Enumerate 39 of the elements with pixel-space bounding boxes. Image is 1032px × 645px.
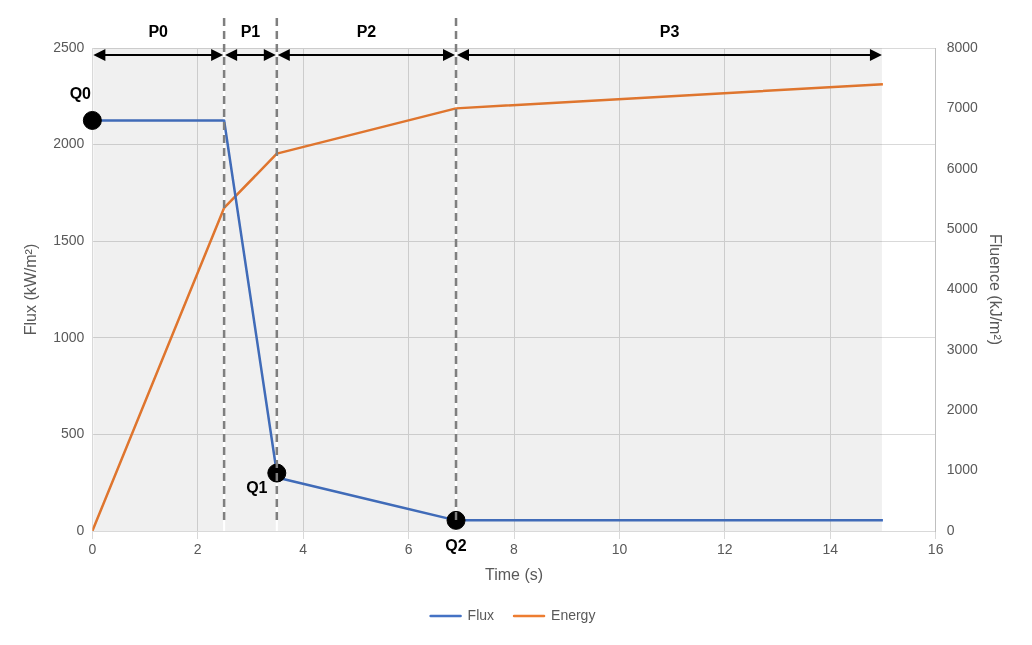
- legend-label: Energy: [551, 606, 596, 623]
- point: [446, 510, 466, 530]
- x-tick-label: 12: [717, 541, 733, 558]
- y2-axis-title: Fluence (kJ/m²): [986, 233, 1004, 346]
- annotation: Q0: [69, 84, 92, 102]
- y2-tick-label: 1000: [946, 461, 979, 478]
- band-label: P0: [148, 23, 169, 41]
- x-tick-label: 4: [299, 541, 308, 558]
- x-tick-label: 14: [822, 541, 839, 558]
- legend-label: Flux: [467, 606, 495, 623]
- x-tick-label: 16: [927, 541, 944, 558]
- y2-tick-label: 3000: [946, 340, 979, 357]
- y-tick-label: 500: [60, 425, 85, 442]
- x-tick-label: 2: [193, 541, 202, 558]
- y-tick-label: 1500: [53, 232, 85, 249]
- x-tick-label: 0: [88, 541, 97, 558]
- band-label: P1: [240, 23, 261, 41]
- y2-tick-label: 7000: [946, 99, 979, 116]
- point: [82, 110, 102, 130]
- y-tick-label: 0: [76, 521, 85, 538]
- x-tick-label: 10: [611, 541, 628, 558]
- band-label: P2: [356, 23, 377, 41]
- x-tick-label: 6: [404, 541, 413, 558]
- y2-tick-label: 5000: [946, 219, 979, 236]
- x-axis-title: Time (s): [484, 565, 544, 583]
- y2-tick-label: 0: [946, 521, 955, 538]
- y2-tick-label: 2000: [946, 401, 979, 418]
- y2-tick-label: 4000: [946, 280, 979, 297]
- point: [267, 463, 287, 483]
- y2-tick-label: 8000: [946, 38, 979, 55]
- y-tick-label: 2000: [53, 135, 85, 152]
- band-label: P3: [659, 23, 680, 41]
- annotation: Q1: [246, 479, 268, 497]
- y-tick-label: 2500: [53, 38, 85, 55]
- y2-tick-label: 6000: [946, 159, 979, 176]
- y-axis-title: Flux (kW/m²): [22, 243, 40, 336]
- y-tick-label: 1000: [53, 328, 85, 345]
- annotation: Q2: [445, 536, 467, 554]
- x-tick-label: 8: [510, 541, 519, 558]
